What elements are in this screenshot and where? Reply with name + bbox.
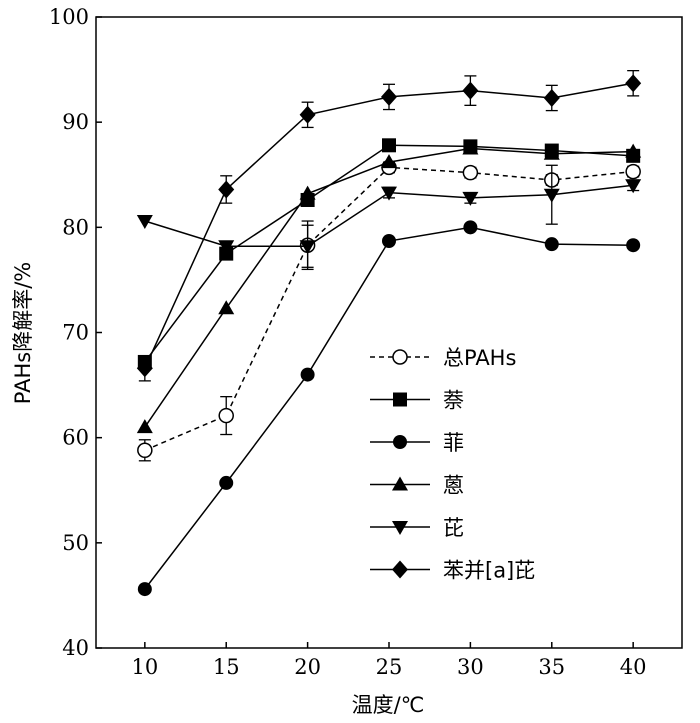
x-tick-label: 10 xyxy=(131,655,158,679)
data-point xyxy=(136,419,153,434)
data-point xyxy=(137,582,152,597)
y-tick-label: 50 xyxy=(62,531,89,555)
data-point xyxy=(462,140,479,155)
legend-label: 苯并[a]芘 xyxy=(443,559,535,583)
y-tick-label: 70 xyxy=(62,321,89,345)
data-point xyxy=(625,143,642,158)
data-point xyxy=(381,154,397,169)
data-point xyxy=(137,442,153,459)
y-tick-label: 90 xyxy=(62,110,89,134)
data-point xyxy=(299,240,316,255)
data-point xyxy=(462,81,479,100)
legend-marker xyxy=(392,476,408,491)
series-5 xyxy=(136,69,642,382)
y-tick-label: 100 xyxy=(49,5,89,29)
x-tick-label: 20 xyxy=(294,655,321,679)
data-point xyxy=(136,359,153,378)
legend-marker xyxy=(392,521,408,535)
data-point xyxy=(626,238,641,253)
data-point xyxy=(382,234,396,249)
data-point xyxy=(382,138,396,153)
data-point xyxy=(300,367,315,382)
data-point xyxy=(381,186,397,201)
data-point xyxy=(218,300,235,315)
series-3 xyxy=(136,140,642,434)
series-2 xyxy=(137,220,641,597)
legend-label: 萘 xyxy=(443,389,464,413)
x-tick-label: 30 xyxy=(457,655,484,679)
series-line xyxy=(144,82,634,369)
data-point xyxy=(543,188,560,203)
x-tick-label: 25 xyxy=(376,655,403,679)
legend-entry: 萘 xyxy=(370,389,464,413)
data-point xyxy=(463,220,478,235)
data-point xyxy=(218,180,235,199)
series-layer xyxy=(136,69,642,597)
legend-entry: 总PAHs xyxy=(370,346,516,370)
data-point xyxy=(462,191,479,206)
x-tick-label: 40 xyxy=(620,655,647,679)
data-point xyxy=(299,105,316,124)
series-line xyxy=(144,144,634,363)
data-point xyxy=(543,145,560,160)
data-point xyxy=(381,87,397,106)
x-tick-label: 35 xyxy=(538,655,565,679)
y-tick-label: 60 xyxy=(62,426,89,450)
data-point xyxy=(218,240,235,255)
legend-label: 芘 xyxy=(443,516,464,540)
data-point xyxy=(299,185,316,200)
series-4 xyxy=(136,164,642,268)
plot-frame xyxy=(95,16,683,649)
data-point xyxy=(462,164,479,181)
data-point xyxy=(625,163,641,180)
y-tick-label: 80 xyxy=(62,215,89,239)
legend-marker xyxy=(392,349,408,365)
x-axis-title: 温度/℃ xyxy=(352,693,425,717)
legend-label: 蒽 xyxy=(443,474,464,498)
data-point xyxy=(218,407,234,424)
legend-label: 总PAHs xyxy=(443,346,516,370)
series-line xyxy=(144,226,634,590)
series-0 xyxy=(137,159,641,462)
legend-entry: 芘 xyxy=(370,516,464,540)
axes: 10 15 20 25 30 35 40 40 50 60 70 80 90 100 xyxy=(49,5,683,679)
data-point xyxy=(625,74,642,93)
data-point xyxy=(136,215,153,230)
series-line xyxy=(144,166,634,451)
legend-entry: 菲 xyxy=(370,431,464,455)
legend-marker xyxy=(393,435,407,449)
legend-marker xyxy=(392,560,408,579)
y-tick-label: 40 xyxy=(62,636,89,660)
legend-entry: 苯并[a]芘 xyxy=(370,559,535,583)
data-point xyxy=(544,237,559,252)
data-point xyxy=(543,88,560,107)
data-point xyxy=(219,475,234,490)
x-tick-label: 15 xyxy=(213,655,240,679)
y-axis-title: PAHs降解率/% xyxy=(11,262,35,404)
legend-entry: 蒽 xyxy=(370,474,464,498)
legend-label: 菲 xyxy=(443,431,464,455)
data-point xyxy=(625,179,642,194)
legend-marker xyxy=(393,392,407,407)
